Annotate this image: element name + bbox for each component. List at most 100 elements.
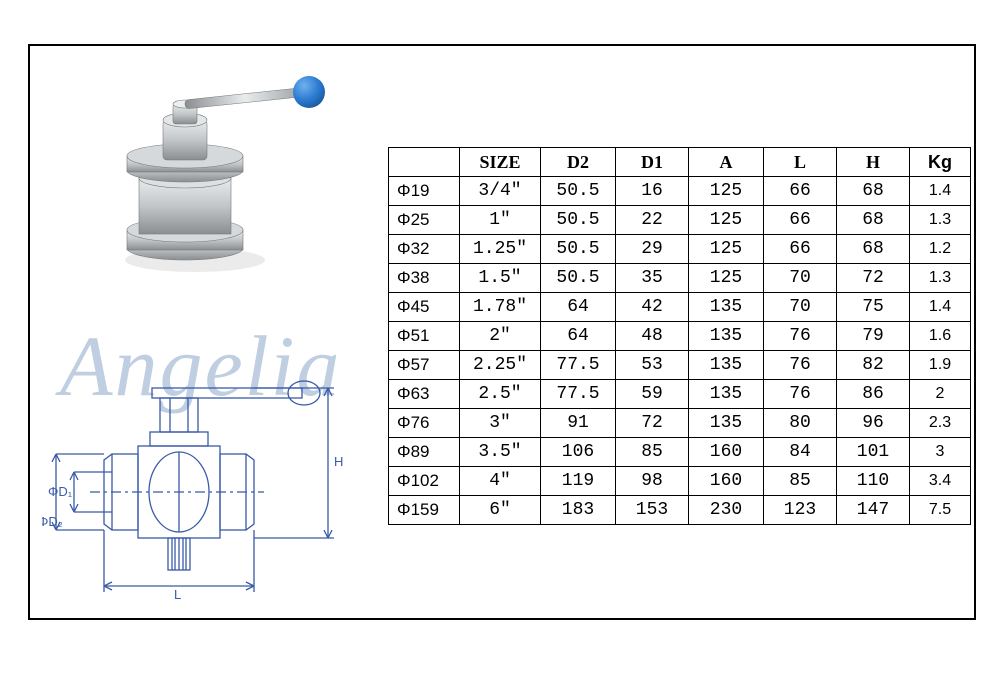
cell-kg: 3: [910, 438, 971, 467]
cell-d1: 153: [616, 496, 689, 525]
cell-d2: 183: [541, 496, 616, 525]
valve-product-photo: [85, 70, 335, 280]
col-header-a: A: [689, 148, 764, 177]
cell-l: 76: [764, 380, 837, 409]
cell-kg: 3.4: [910, 467, 971, 496]
cell-d2: 77.5: [541, 351, 616, 380]
cell-l: 70: [764, 264, 837, 293]
cell-size: 4″: [460, 467, 541, 496]
table-row: Φ1024″11998160851103.4: [389, 467, 971, 496]
col-header-kg: Kg: [910, 148, 971, 177]
document-frame: Angelia H: [28, 44, 976, 620]
cell-d1: 35: [616, 264, 689, 293]
table-row: Φ321.25″50.52912566681.2: [389, 235, 971, 264]
cell-d2: 64: [541, 293, 616, 322]
cell-phi: Φ51: [389, 322, 460, 351]
cell-size: 3″: [460, 409, 541, 438]
cell-a: 135: [689, 351, 764, 380]
dim-label-d1: ΦD₁: [48, 484, 73, 499]
col-header-h: H: [837, 148, 910, 177]
cell-a: 135: [689, 409, 764, 438]
cell-size: 3/4″: [460, 177, 541, 206]
cell-a: 125: [689, 206, 764, 235]
table-row: Φ512″644813576791.6: [389, 322, 971, 351]
cell-size: 3.5″: [460, 438, 541, 467]
cell-size: 2.5″: [460, 380, 541, 409]
cell-kg: 7.5: [910, 496, 971, 525]
cell-d1: 16: [616, 177, 689, 206]
cell-kg: 2.3: [910, 409, 971, 438]
cell-h: 147: [837, 496, 910, 525]
table-row: Φ763″917213580962.3: [389, 409, 971, 438]
cell-kg: 1.3: [910, 206, 971, 235]
cell-size: 6″: [460, 496, 541, 525]
cell-d1: 48: [616, 322, 689, 351]
cell-d2: 91: [541, 409, 616, 438]
cell-phi: Φ63: [389, 380, 460, 409]
cell-h: 68: [837, 235, 910, 264]
spec-table: SIZE D2 D1 A L H Kg Φ193/4″50.5161256668…: [388, 147, 971, 525]
cell-h: 68: [837, 206, 910, 235]
cell-a: 135: [689, 322, 764, 351]
cell-a: 160: [689, 438, 764, 467]
cell-h: 110: [837, 467, 910, 496]
cell-d2: 50.5: [541, 177, 616, 206]
cell-phi: Φ159: [389, 496, 460, 525]
cell-size: 1.25″: [460, 235, 541, 264]
cell-a: 160: [689, 467, 764, 496]
cell-phi: Φ25: [389, 206, 460, 235]
cell-d2: 50.5: [541, 235, 616, 264]
cell-a: 135: [689, 380, 764, 409]
cell-l: 66: [764, 206, 837, 235]
table-header-row: SIZE D2 D1 A L H Kg: [389, 148, 971, 177]
col-header-l: L: [764, 148, 837, 177]
cell-kg: 1.4: [910, 293, 971, 322]
table-row: Φ381.5″50.53512570721.3: [389, 264, 971, 293]
cell-l: 66: [764, 235, 837, 264]
table-row: Φ1596″1831532301231477.5: [389, 496, 971, 525]
cell-phi: Φ19: [389, 177, 460, 206]
dim-label-h: H: [334, 454, 343, 469]
table-row: Φ251″50.52212566681.3: [389, 206, 971, 235]
cell-size: 2.25″: [460, 351, 541, 380]
cell-l: 66: [764, 177, 837, 206]
col-header-phi: [389, 148, 460, 177]
cell-a: 230: [689, 496, 764, 525]
cell-h: 79: [837, 322, 910, 351]
cell-d2: 119: [541, 467, 616, 496]
col-header-d1: D1: [616, 148, 689, 177]
cell-phi: Φ45: [389, 293, 460, 322]
cell-size: 1.78″: [460, 293, 541, 322]
cell-size: 1.5″: [460, 264, 541, 293]
cell-d1: 53: [616, 351, 689, 380]
table-row: Φ893.5″10685160841013: [389, 438, 971, 467]
cell-d2: 50.5: [541, 264, 616, 293]
cell-h: 75: [837, 293, 910, 322]
cell-size: 2″: [460, 322, 541, 351]
cell-l: 76: [764, 351, 837, 380]
valve-technical-drawing: H L ΦD₁ ΦD₂: [42, 366, 352, 601]
cell-h: 101: [837, 438, 910, 467]
cell-a: 125: [689, 235, 764, 264]
cell-kg: 1.3: [910, 264, 971, 293]
cell-d1: 59: [616, 380, 689, 409]
cell-kg: 1.9: [910, 351, 971, 380]
cell-d1: 42: [616, 293, 689, 322]
cell-d1: 22: [616, 206, 689, 235]
cell-l: 84: [764, 438, 837, 467]
dim-label-d2: ΦD₂: [42, 514, 63, 529]
cell-kg: 1.6: [910, 322, 971, 351]
cell-d1: 29: [616, 235, 689, 264]
cell-d2: 50.5: [541, 206, 616, 235]
cell-h: 96: [837, 409, 910, 438]
cell-d1: 85: [616, 438, 689, 467]
cell-l: 70: [764, 293, 837, 322]
cell-a: 135: [689, 293, 764, 322]
table-row: Φ193/4″50.51612566681.4: [389, 177, 971, 206]
cell-l: 85: [764, 467, 837, 496]
col-header-d2: D2: [541, 148, 616, 177]
cell-phi: Φ89: [389, 438, 460, 467]
cell-d2: 106: [541, 438, 616, 467]
dim-label-l: L: [174, 587, 181, 601]
cell-size: 1″: [460, 206, 541, 235]
